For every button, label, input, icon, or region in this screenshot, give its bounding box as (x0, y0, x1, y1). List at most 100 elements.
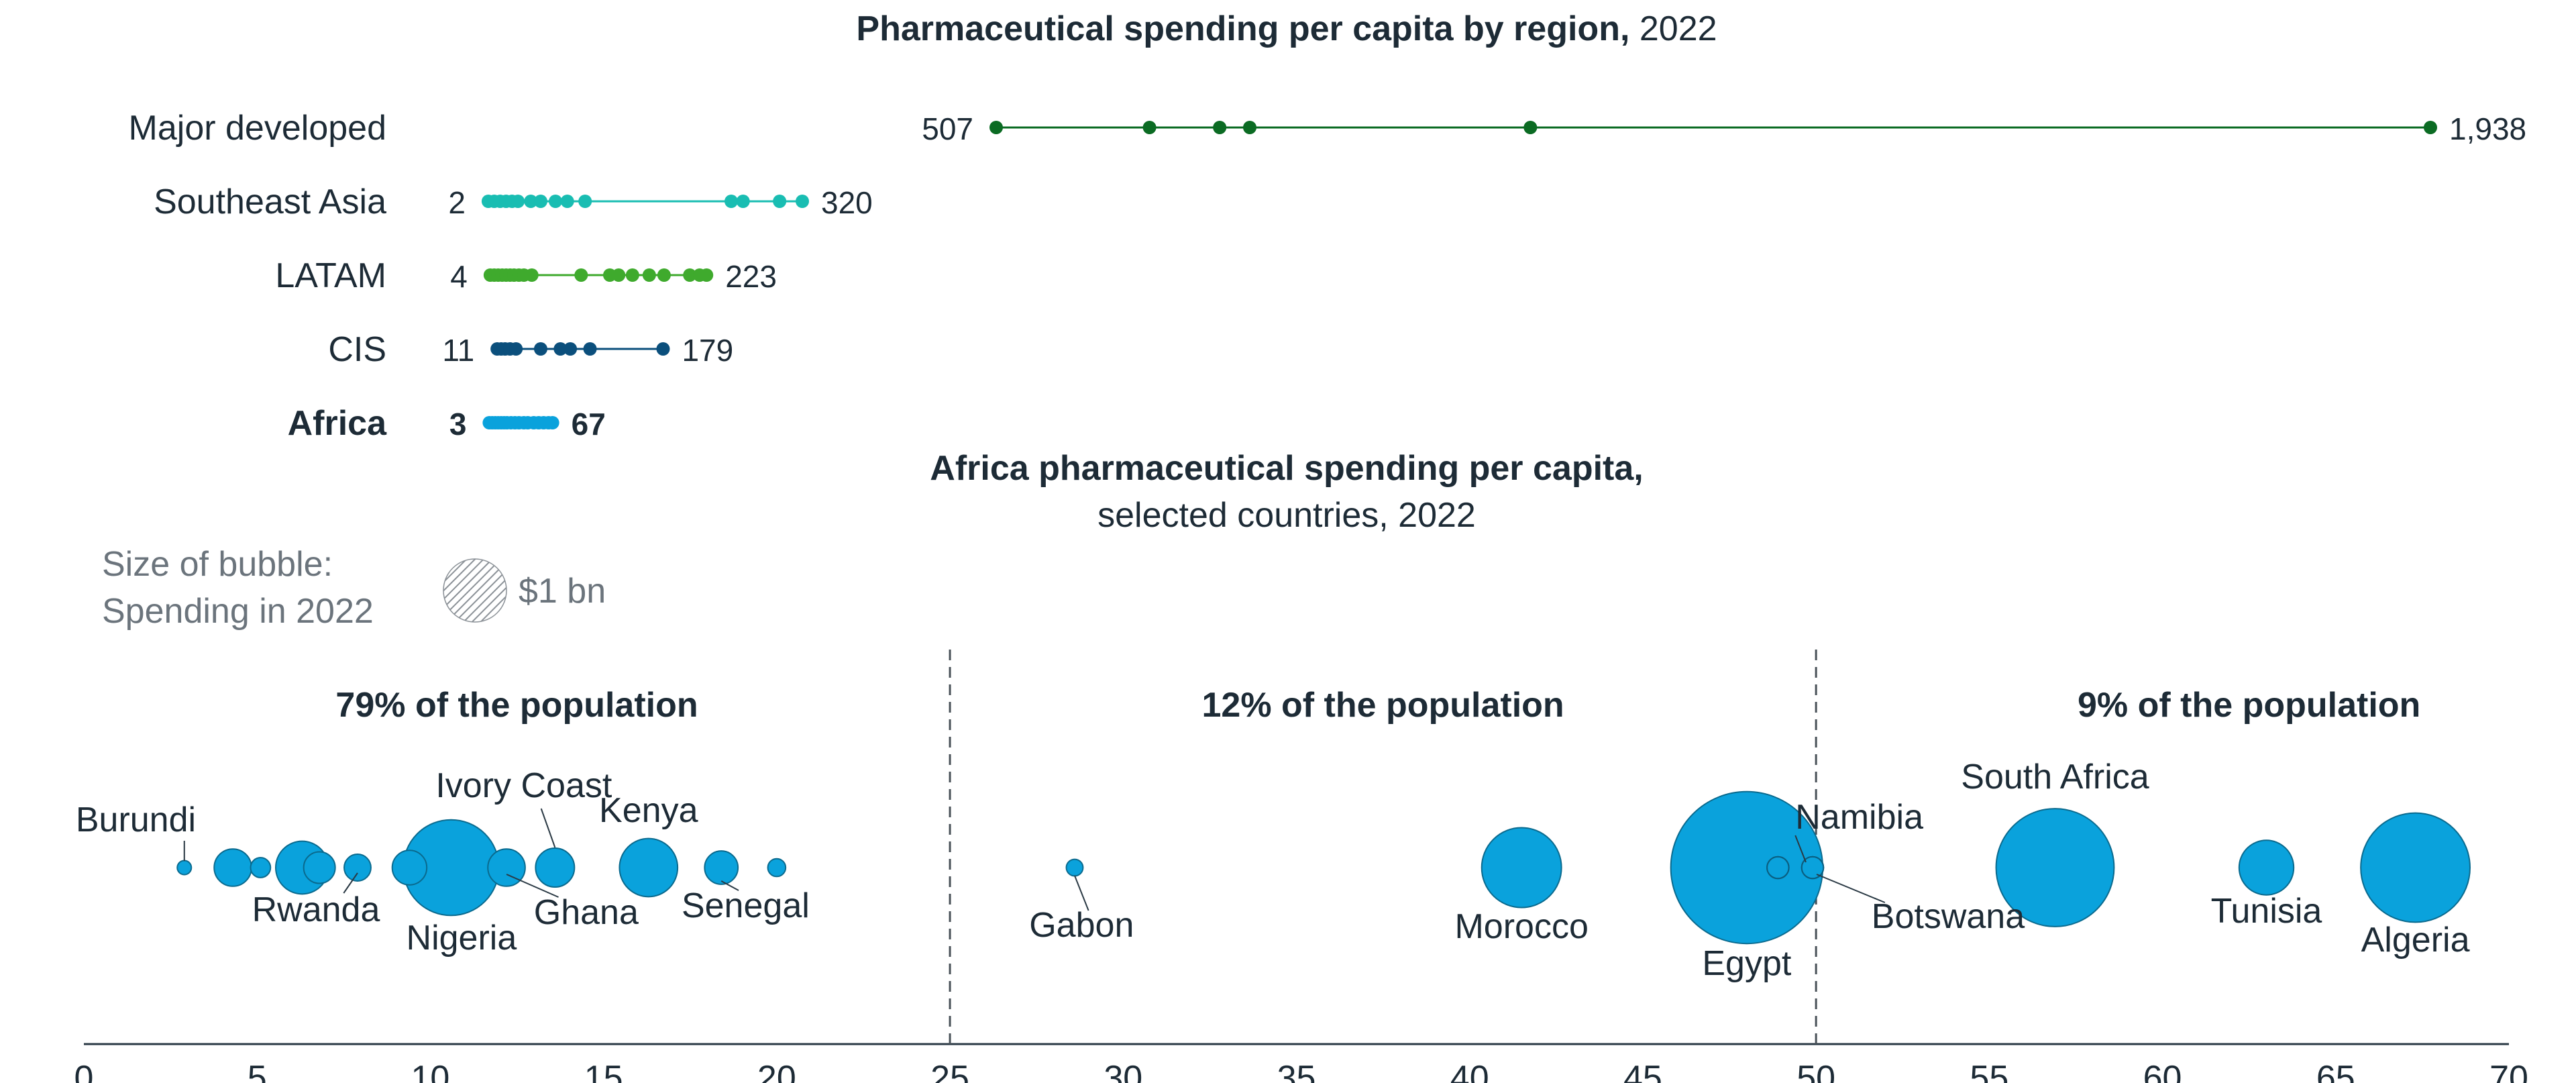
legend-line1: Size of bubble: (102, 545, 333, 584)
country-bubble (344, 854, 371, 881)
leader-line-ivory-coast (541, 809, 555, 847)
range-point-southeast-asia (578, 195, 592, 208)
x-tick-label: 10 (411, 1059, 450, 1083)
range-point-southeast-asia (549, 195, 562, 208)
pharma-spending-chart: Pharmaceutical spending per capita by re… (0, 0, 2576, 1083)
range-point-major-developed (2424, 121, 2437, 134)
range-point-major-developed (1243, 121, 1256, 134)
country-label-botswana: Botswana (1872, 897, 2025, 936)
africa-chart-title: Africa pharmaceutical spending per capit… (930, 449, 1643, 488)
range-point-cis (584, 342, 597, 356)
country-label-algeria: Algeria (2361, 921, 2470, 960)
range-point-southeast-asia (534, 195, 547, 208)
country-bubble (392, 850, 427, 884)
country-label-kenya: Kenya (599, 791, 698, 830)
country-bubble (768, 859, 786, 877)
x-tick-label: 55 (1970, 1059, 2008, 1083)
x-tick-label: 70 (2489, 1059, 2528, 1083)
country-label-senegal: Senegal (682, 886, 810, 925)
range-max-label-southeast-asia: 320 (821, 185, 873, 220)
range-min-label-major-developed: 507 (922, 111, 973, 146)
country-label-egypt: Egypt (1702, 944, 1792, 983)
country-bubble (2361, 813, 2470, 923)
country-label-namibia: Namibia (1795, 798, 1923, 837)
country-label-tunisia: Tunisia (2211, 892, 2322, 931)
country-label-ivory-coast: Ivory Coast (435, 766, 612, 805)
country-label-gabon: Gabon (1029, 906, 1134, 945)
x-tick-label: 25 (930, 1059, 969, 1083)
x-tick-label: 0 (74, 1059, 94, 1083)
country-bubble (2239, 840, 2294, 894)
x-tick-label: 65 (2316, 1059, 2355, 1083)
country-label-south-africa: South Africa (1961, 758, 2149, 796)
range-point-southeast-asia (561, 195, 574, 208)
country-bubble (177, 860, 191, 874)
range-point-major-developed (1143, 121, 1157, 134)
range-min-label-cis: 11 (442, 333, 474, 368)
range-point-cis (509, 342, 523, 356)
range-point-latam (612, 268, 625, 282)
x-tick-label: 30 (1104, 1059, 1142, 1083)
x-tick-label: 15 (584, 1059, 623, 1083)
top-chart-title-year: 2022 (1629, 9, 1717, 48)
region-label-latam: LATAM (275, 256, 386, 295)
segment-header: 12% of the population (1201, 686, 1564, 725)
africa-bubble-chart: 0 5 10 15 20 25 30 35 40 45 50 55 60 65 70 79% of the p… (74, 650, 2528, 1083)
country-label-nigeria: Nigeria (407, 919, 517, 958)
country-label-ghana: Ghana (534, 893, 639, 932)
country-bubble (251, 858, 271, 878)
country-bubble (535, 848, 574, 887)
range-point-southeast-asia (796, 195, 809, 208)
range-max-label-cis: 179 (682, 333, 733, 368)
country-label-morocco: Morocco (1454, 907, 1588, 946)
range-point-southeast-asia (724, 195, 738, 208)
country-bubble (1067, 860, 1083, 876)
range-min-label-latam: 4 (450, 259, 468, 294)
range-point-cis (564, 342, 577, 356)
range-point-latam (700, 268, 713, 282)
range-point-latam (626, 268, 639, 282)
x-tick-label: 5 (248, 1059, 267, 1083)
region-label-southeast-asia: Southeast Asia (154, 183, 386, 221)
leader-line-botswana (1817, 874, 1885, 902)
range-point-latam (643, 268, 656, 282)
x-tick-label: 20 (757, 1059, 796, 1083)
top-chart-title: Pharmaceutical spending per capita by re… (856, 9, 1717, 48)
range-point-southeast-asia (511, 195, 525, 208)
range-point-cis (534, 342, 547, 356)
country-label-burundi: Burundi (76, 801, 196, 839)
range-point-major-developed (989, 121, 1003, 134)
range-max-label-africa: 67 (572, 407, 606, 442)
segment-header: 9% of the population (2078, 686, 2420, 725)
range-max-label-latam: 223 (725, 259, 777, 294)
range-point-major-developed (1213, 121, 1226, 134)
country-bubble (214, 849, 252, 886)
top-chart-title-main: Pharmaceutical spending per capita by re… (856, 9, 1629, 48)
country-bubble (619, 839, 678, 897)
range-point-latam (525, 268, 539, 282)
x-tick-label: 60 (2143, 1059, 2182, 1083)
country-bubble (1482, 828, 1562, 908)
country-label-rwanda: Rwanda (252, 890, 380, 929)
range-point-latam (574, 268, 588, 282)
range-min-label-southeast-asia: 2 (448, 185, 466, 220)
range-min-label-africa: 3 (449, 407, 467, 442)
range-point-cis (656, 342, 669, 356)
x-tick-label: 35 (1277, 1059, 1316, 1083)
range-max-label-major-developed: 1,938 (2449, 111, 2526, 146)
x-tick-label: 50 (1796, 1059, 1835, 1083)
range-point-latam (657, 268, 671, 282)
range-point-major-developed (1523, 121, 1537, 134)
region-label-cis: CIS (328, 330, 386, 369)
legend-value-label: $1 bn (519, 572, 606, 611)
range-point-africa (546, 416, 559, 429)
africa-chart-subtitle: selected countries, 2022 (1097, 496, 1476, 535)
region-label-major-developed: Major developed (129, 109, 386, 148)
range-point-southeast-asia (773, 195, 786, 208)
legend-bubble (443, 559, 506, 622)
x-tick-label: 40 (1450, 1059, 1489, 1083)
x-tick-label: 45 (1623, 1059, 1662, 1083)
segment-header: 79% of the population (335, 686, 698, 725)
country-bubble (704, 851, 738, 884)
